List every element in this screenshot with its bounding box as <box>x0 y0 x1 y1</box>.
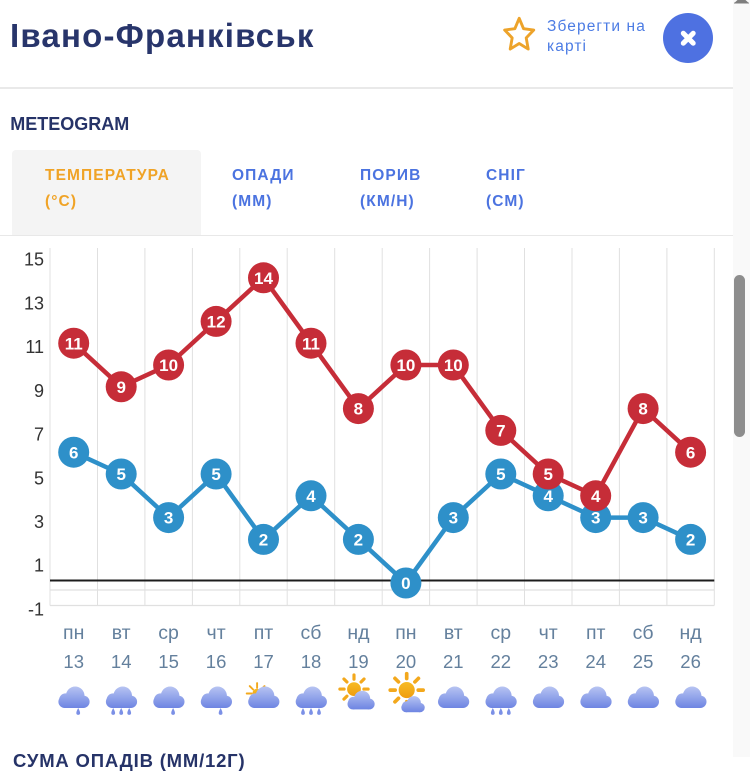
svg-text:7: 7 <box>496 422 505 441</box>
svg-text:3: 3 <box>591 509 600 528</box>
svg-text:13: 13 <box>24 293 44 313</box>
svg-text:-1: -1 <box>28 600 44 620</box>
svg-text:пт: пт <box>254 622 274 644</box>
svg-text:25: 25 <box>633 651 654 672</box>
svg-text:нд: нд <box>680 622 703 644</box>
svg-text:10: 10 <box>159 356 178 375</box>
svg-text:13: 13 <box>63 651 84 672</box>
svg-text:0: 0 <box>401 574 410 593</box>
svg-text:8: 8 <box>638 400 647 419</box>
svg-text:22: 22 <box>491 651 512 672</box>
svg-text:10: 10 <box>444 356 463 375</box>
svg-text:11: 11 <box>65 334 83 353</box>
svg-text:1: 1 <box>34 556 44 576</box>
svg-text:3: 3 <box>34 512 44 532</box>
svg-text:6: 6 <box>686 443 695 462</box>
svg-text:18: 18 <box>301 651 322 672</box>
svg-text:11: 11 <box>25 337 44 357</box>
svg-text:4: 4 <box>306 487 316 506</box>
svg-text:26: 26 <box>680 651 701 672</box>
svg-text:вт: вт <box>444 622 463 644</box>
svg-text:сб: сб <box>633 622 654 644</box>
svg-text:4: 4 <box>591 487 601 506</box>
svg-text:3: 3 <box>638 509 647 528</box>
svg-text:3: 3 <box>164 509 173 528</box>
svg-text:ср: ср <box>158 622 179 644</box>
svg-text:16: 16 <box>206 651 227 672</box>
svg-text:5: 5 <box>211 465 220 484</box>
svg-text:21: 21 <box>443 651 464 672</box>
svg-text:19: 19 <box>348 651 369 672</box>
svg-text:17: 17 <box>253 651 274 672</box>
svg-text:20: 20 <box>396 651 417 672</box>
svg-text:12: 12 <box>207 313 226 332</box>
svg-text:8: 8 <box>354 400 363 419</box>
svg-text:нд: нд <box>347 622 370 644</box>
svg-text:10: 10 <box>396 356 415 375</box>
svg-text:11: 11 <box>302 334 320 353</box>
svg-text:пт: пт <box>586 622 606 644</box>
svg-text:пн: пн <box>63 622 84 644</box>
svg-text:14: 14 <box>254 269 273 288</box>
svg-text:2: 2 <box>354 531 363 550</box>
svg-text:4: 4 <box>543 487 553 506</box>
svg-text:5: 5 <box>34 468 44 488</box>
svg-text:5: 5 <box>116 465 125 484</box>
svg-text:ср: ср <box>490 622 511 644</box>
svg-text:2: 2 <box>259 531 268 550</box>
svg-text:23: 23 <box>538 651 559 672</box>
svg-text:2: 2 <box>686 531 695 550</box>
svg-text:9: 9 <box>116 378 125 397</box>
svg-text:3: 3 <box>449 509 458 528</box>
svg-text:7: 7 <box>34 425 44 445</box>
svg-text:24: 24 <box>585 651 606 672</box>
svg-text:9: 9 <box>34 381 44 401</box>
svg-text:14: 14 <box>111 651 132 672</box>
svg-text:5: 5 <box>496 465 505 484</box>
svg-text:15: 15 <box>24 250 44 270</box>
svg-text:15: 15 <box>158 651 179 672</box>
svg-text:сб: сб <box>301 622 322 644</box>
svg-text:пн: пн <box>395 622 416 644</box>
svg-text:6: 6 <box>69 443 78 462</box>
svg-text:5: 5 <box>543 465 552 484</box>
svg-text:вт: вт <box>112 622 131 644</box>
svg-text:чт: чт <box>207 622 226 644</box>
svg-text:чт: чт <box>539 622 558 644</box>
